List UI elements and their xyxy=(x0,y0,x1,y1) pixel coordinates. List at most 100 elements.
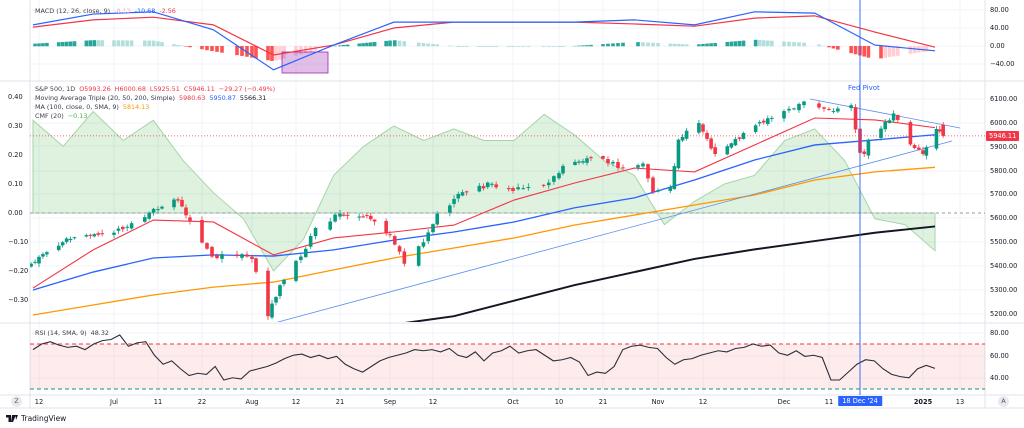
ma200-line xyxy=(404,225,936,322)
candle-body xyxy=(116,228,121,231)
candle-body xyxy=(345,214,350,216)
macd-histogram-bar xyxy=(151,40,156,47)
macd-histogram-bar xyxy=(416,42,421,47)
candle xyxy=(88,233,93,239)
candle-body xyxy=(45,252,49,255)
candle xyxy=(737,136,742,142)
candle xyxy=(357,213,362,221)
time-axis-label: Aug xyxy=(245,398,259,406)
candle-body xyxy=(494,184,498,188)
time-axis-label: 13 xyxy=(955,398,965,406)
candle xyxy=(294,259,298,283)
macd-histogram-bar xyxy=(116,40,121,47)
candle xyxy=(573,159,577,166)
candle-body xyxy=(477,185,482,192)
candle xyxy=(33,259,37,265)
candle xyxy=(121,225,125,233)
macd-histogram-bar xyxy=(274,46,278,61)
auto-scale-button[interactable]: A xyxy=(998,396,1009,407)
macd-histogram-bar xyxy=(737,40,742,47)
zoom-button[interactable]: Z xyxy=(11,396,22,407)
candle-body xyxy=(37,256,41,264)
candle-body xyxy=(254,258,258,272)
candle xyxy=(684,127,689,141)
candle xyxy=(636,163,640,171)
macd-histogram-bar xyxy=(266,46,270,61)
macd-histogram-bar xyxy=(646,42,650,47)
open-value: O5993.26 xyxy=(79,85,111,93)
macd-histogram-bar xyxy=(121,40,125,47)
candle-body xyxy=(585,158,589,163)
candle-body xyxy=(921,150,925,155)
candle-body xyxy=(541,184,546,186)
candle xyxy=(921,146,925,156)
macd-pane xyxy=(32,11,936,74)
macd-histogram-bar xyxy=(896,46,900,56)
candle xyxy=(552,175,556,185)
candle-body xyxy=(205,243,209,249)
candle xyxy=(129,221,134,230)
candle xyxy=(741,131,746,140)
current-price-badge: 5946.11 xyxy=(986,131,1020,141)
macd-histogram-bar xyxy=(388,40,392,47)
candle-body xyxy=(30,263,33,267)
tradingview-logo-icon xyxy=(6,415,18,422)
candle-body xyxy=(577,161,581,163)
candle xyxy=(836,106,840,114)
macd-histogram-bar xyxy=(701,43,705,47)
macd-histogram-bar xyxy=(733,41,738,47)
candle xyxy=(787,106,791,113)
symbol: S&P 500, 1D xyxy=(35,85,76,93)
macd-histogram-bar xyxy=(581,45,585,47)
candle xyxy=(176,197,180,203)
candle-body xyxy=(388,234,392,236)
candle-body xyxy=(156,209,160,211)
time-axis-label: Dec xyxy=(777,398,791,406)
candle-body xyxy=(676,139,681,169)
candle-body xyxy=(883,121,887,130)
ma-triple-legend: Moving Average Triple (20, 50, 200, Simp… xyxy=(35,94,270,102)
candle-body xyxy=(713,147,717,155)
candle-body xyxy=(210,246,214,257)
macd-histogram-bar xyxy=(709,43,713,47)
candle-body xyxy=(464,191,469,193)
candle xyxy=(611,160,615,167)
macd-histogram-bar xyxy=(827,46,831,48)
time-axis-label: Oct xyxy=(507,398,519,406)
candle xyxy=(817,101,821,110)
candle-body xyxy=(365,215,369,217)
candle xyxy=(338,209,342,220)
candle-body xyxy=(516,187,520,190)
candle-body xyxy=(697,123,701,133)
candle xyxy=(156,205,160,214)
cmf-axis-label: 0.20 xyxy=(8,151,23,159)
candle xyxy=(205,241,209,250)
candle xyxy=(188,214,192,225)
macd-histogram-bar xyxy=(180,45,184,47)
candle-body xyxy=(96,233,101,235)
candle xyxy=(361,213,365,219)
candle xyxy=(941,121,945,138)
macd-histogram-bar xyxy=(84,40,89,47)
candle-body xyxy=(172,199,176,208)
macd-legend: MACD (12, 26, close, 9) -8.13 -10.68 -2.56 xyxy=(35,7,180,15)
macd-histogram-bar xyxy=(651,42,655,47)
ma100-line xyxy=(32,166,936,316)
macd-histogram-bar xyxy=(616,43,620,47)
brand-name: TradingView xyxy=(21,414,67,423)
candle-body xyxy=(896,115,900,120)
cmf-axis-label: −0.30 xyxy=(8,296,29,304)
candle-body xyxy=(733,138,738,146)
rsi-axis-label: 80.00 xyxy=(990,329,1009,337)
highlight-box xyxy=(281,51,329,74)
macd-histogram-bar xyxy=(372,42,377,47)
macd-histogram-bar xyxy=(853,46,858,55)
candle-body xyxy=(338,213,342,217)
candle xyxy=(827,107,831,111)
candle-body xyxy=(656,190,660,192)
time-axis-label: Jul xyxy=(110,398,118,406)
candle xyxy=(278,284,282,299)
candle-body xyxy=(397,246,402,252)
macd-histogram-bar xyxy=(397,40,402,47)
